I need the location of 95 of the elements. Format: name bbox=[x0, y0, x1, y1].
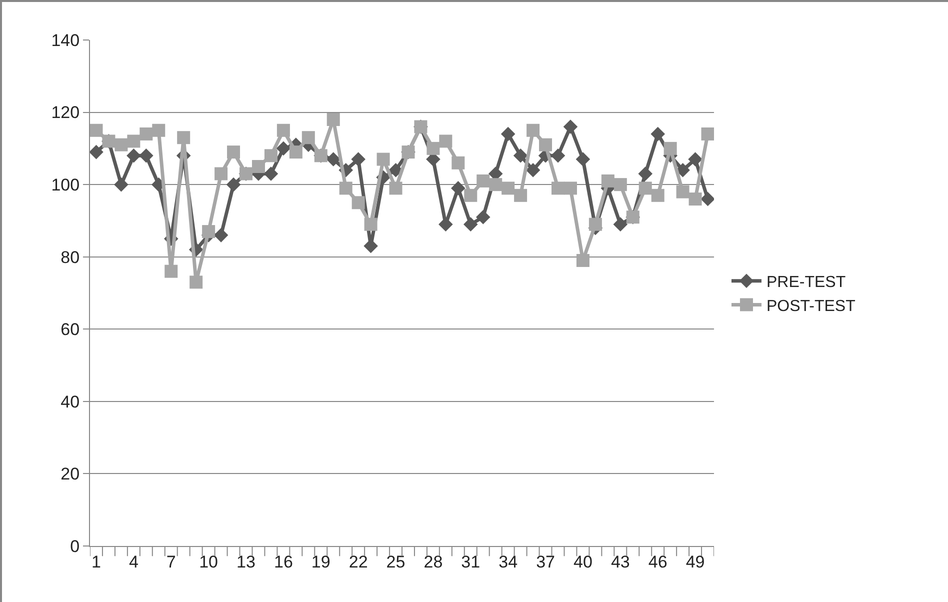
point bbox=[214, 228, 228, 242]
x-tick-label: 4 bbox=[128, 552, 138, 572]
x-tick-label: 46 bbox=[648, 552, 668, 572]
x-tick-label: 43 bbox=[610, 552, 630, 572]
point bbox=[126, 148, 141, 163]
point bbox=[502, 182, 515, 195]
point bbox=[651, 188, 664, 202]
point bbox=[463, 217, 478, 232]
point bbox=[177, 131, 190, 144]
y-tick-label: 140 bbox=[51, 30, 80, 50]
y-tick-label: 0 bbox=[70, 536, 80, 556]
point bbox=[139, 148, 154, 163]
point bbox=[601, 174, 614, 188]
point bbox=[464, 188, 478, 202]
point bbox=[638, 166, 653, 181]
point bbox=[563, 120, 578, 134]
point bbox=[489, 178, 502, 192]
point bbox=[364, 218, 378, 231]
point bbox=[550, 148, 566, 163]
point bbox=[276, 124, 290, 137]
x-tick-label: 13 bbox=[236, 552, 256, 572]
point bbox=[476, 174, 490, 188]
point bbox=[190, 276, 203, 289]
point bbox=[676, 162, 690, 178]
point bbox=[226, 177, 241, 192]
point bbox=[688, 192, 702, 206]
legend-label: PRE-TEST bbox=[766, 274, 846, 292]
x-tick-label: 49 bbox=[686, 552, 705, 572]
y-tick-label: 20 bbox=[60, 464, 80, 484]
point bbox=[152, 124, 166, 137]
x-tick-label: 34 bbox=[498, 552, 518, 572]
point bbox=[114, 177, 128, 192]
x-tick-label: 37 bbox=[536, 552, 555, 572]
point bbox=[638, 182, 652, 195]
point bbox=[264, 166, 278, 181]
point bbox=[264, 149, 278, 162]
point bbox=[576, 254, 590, 267]
y-tick-label: 60 bbox=[60, 320, 80, 340]
x-tick-label: 7 bbox=[166, 552, 176, 572]
point bbox=[90, 144, 104, 160]
x-tick-label: 10 bbox=[199, 552, 218, 572]
point bbox=[426, 142, 440, 155]
point bbox=[326, 113, 340, 126]
x-tick-label: 31 bbox=[461, 552, 480, 572]
point bbox=[214, 167, 228, 180]
x-tick-label: 1 bbox=[92, 552, 101, 572]
point bbox=[576, 152, 590, 166]
point bbox=[276, 141, 291, 156]
point bbox=[700, 192, 714, 206]
y-tick-label: 80 bbox=[60, 248, 80, 267]
point bbox=[664, 142, 677, 155]
point bbox=[500, 126, 516, 142]
point bbox=[351, 152, 366, 166]
point bbox=[676, 185, 690, 198]
point bbox=[650, 126, 665, 142]
point bbox=[514, 188, 528, 202]
point bbox=[439, 134, 452, 148]
y-tick-label: 100 bbox=[51, 176, 80, 195]
point bbox=[688, 152, 702, 166]
point bbox=[127, 134, 140, 148]
x-tick-label: 40 bbox=[574, 552, 592, 572]
point bbox=[140, 127, 153, 140]
point bbox=[451, 181, 466, 196]
x-tick-label: 25 bbox=[386, 552, 406, 572]
point bbox=[614, 178, 627, 192]
y-tick-label: 120 bbox=[51, 103, 80, 122]
point bbox=[90, 124, 103, 137]
point bbox=[452, 156, 465, 170]
legend-label: POST-TEST bbox=[766, 298, 856, 315]
point bbox=[352, 196, 365, 210]
x-tick-label: 19 bbox=[311, 552, 330, 572]
point bbox=[513, 148, 528, 163]
x-tick-label: 22 bbox=[348, 552, 368, 572]
point bbox=[701, 127, 714, 140]
point bbox=[539, 138, 552, 152]
point bbox=[588, 218, 602, 231]
point bbox=[164, 264, 178, 278]
point bbox=[526, 162, 540, 178]
point bbox=[526, 124, 540, 137]
point bbox=[252, 160, 265, 173]
y-tick-label: 40 bbox=[60, 392, 80, 412]
point bbox=[289, 146, 302, 159]
point bbox=[552, 182, 564, 195]
point bbox=[326, 152, 341, 166]
point bbox=[476, 210, 490, 224]
point bbox=[227, 146, 240, 159]
x-tick-label: 16 bbox=[274, 552, 293, 572]
point bbox=[114, 138, 128, 152]
point bbox=[302, 131, 315, 144]
point bbox=[564, 182, 577, 195]
x-tick-label: 28 bbox=[424, 552, 443, 572]
point bbox=[613, 217, 628, 232]
point bbox=[389, 182, 402, 195]
point bbox=[339, 182, 352, 195]
point bbox=[376, 152, 390, 166]
